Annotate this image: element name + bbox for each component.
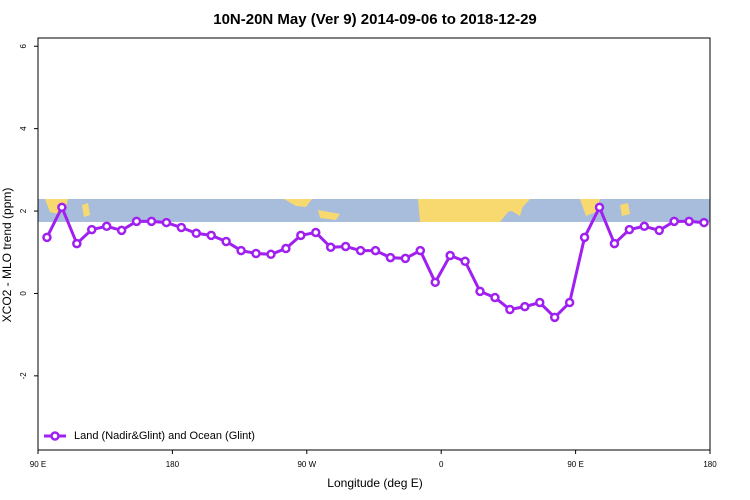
data-point bbox=[639, 221, 650, 232]
series-line bbox=[45, 203, 705, 320]
data-point bbox=[400, 253, 411, 264]
y-tick-label: -2 bbox=[19, 372, 28, 380]
data-point bbox=[654, 225, 664, 236]
data-point bbox=[221, 236, 231, 247]
x-axis-label: Longitude (deg E) bbox=[327, 476, 422, 490]
data-point bbox=[191, 228, 202, 239]
data-point bbox=[325, 242, 336, 253]
data-point bbox=[370, 245, 381, 256]
y-axis-label: XCO2 - MLO trend (ppm) bbox=[0, 188, 14, 323]
data-point bbox=[296, 230, 306, 241]
data-point bbox=[564, 297, 575, 308]
data-point bbox=[176, 222, 187, 233]
data-point bbox=[520, 301, 530, 312]
y-tick-label: 0 bbox=[19, 291, 28, 296]
x-tick-label: 180 bbox=[166, 460, 180, 469]
data-point bbox=[535, 297, 545, 308]
data-point bbox=[266, 249, 276, 260]
data-point bbox=[699, 217, 709, 228]
x-tick-label: 90 W bbox=[297, 460, 316, 469]
data-point bbox=[161, 217, 172, 228]
plot-frame bbox=[37, 37, 711, 451]
data-point bbox=[669, 216, 679, 227]
data-point bbox=[57, 202, 67, 213]
legend-marker bbox=[50, 431, 60, 441]
data-point bbox=[281, 243, 291, 254]
x-tick-label: 90 E bbox=[30, 460, 46, 469]
data-point bbox=[101, 221, 112, 232]
data-point bbox=[624, 224, 635, 235]
y-tick-label: 4 bbox=[19, 126, 28, 131]
data-point bbox=[340, 241, 351, 252]
data-point bbox=[684, 216, 694, 227]
data-point bbox=[42, 232, 52, 243]
data-point bbox=[505, 304, 515, 315]
data-point bbox=[72, 238, 82, 249]
data-point bbox=[116, 225, 127, 236]
data-point bbox=[430, 277, 440, 288]
data-point bbox=[206, 230, 216, 241]
data-point bbox=[311, 227, 321, 238]
data-point bbox=[475, 286, 485, 297]
data-point bbox=[460, 256, 470, 267]
data-point bbox=[579, 232, 590, 243]
data-point bbox=[445, 250, 455, 261]
data-point bbox=[609, 238, 620, 249]
data-point bbox=[549, 312, 560, 323]
data-point bbox=[236, 245, 246, 256]
chart-title: 10N-20N May (Ver 9) 2014-09-06 to 2018-1… bbox=[213, 11, 537, 28]
x-tick-label: 180 bbox=[703, 460, 717, 469]
legend-label: Land (Nadir&Glint) and Ocean (Glint) bbox=[74, 430, 255, 442]
data-point bbox=[251, 248, 261, 259]
y-tick-label: 6 bbox=[19, 43, 28, 48]
map-strip bbox=[38, 199, 710, 222]
x-tick-label: 90 E bbox=[567, 460, 583, 469]
data-point bbox=[355, 245, 366, 256]
data-point bbox=[146, 216, 157, 227]
data-point bbox=[131, 216, 142, 227]
data-point bbox=[415, 245, 426, 256]
data-point bbox=[490, 292, 500, 303]
x-tick-label: 0 bbox=[439, 460, 444, 469]
data-point bbox=[87, 224, 97, 235]
data-point bbox=[594, 202, 605, 213]
y-tick-label: 2 bbox=[19, 208, 28, 213]
data-point bbox=[385, 252, 396, 263]
